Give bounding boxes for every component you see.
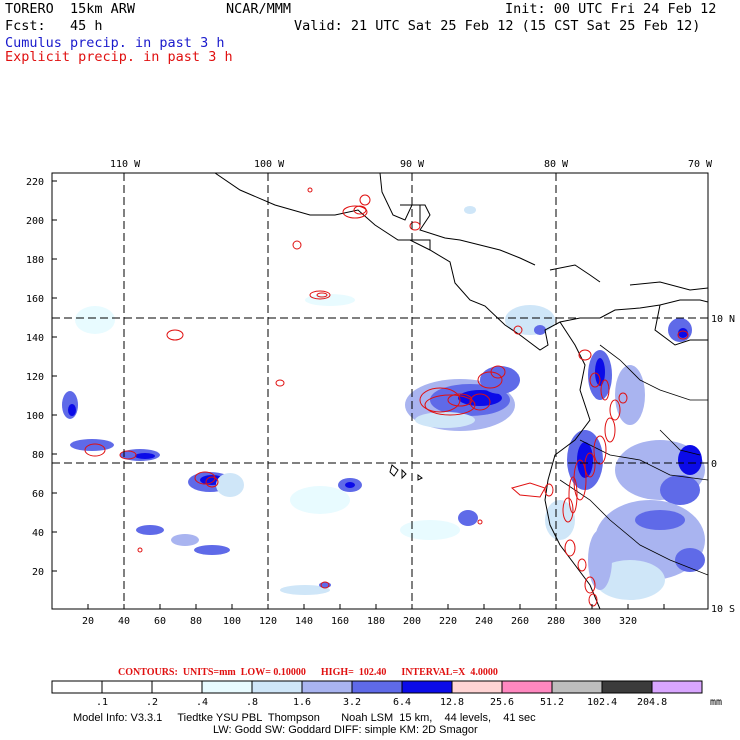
x-tick-label: 60 bbox=[154, 616, 166, 627]
y-tick-label: 180 bbox=[26, 255, 44, 266]
colorbar-label: 6.4 bbox=[393, 697, 412, 708]
colorbar-swatch bbox=[501, 680, 553, 694]
x-tick-label: 80 bbox=[190, 616, 202, 627]
colorbar-label: 102.4 bbox=[587, 697, 618, 708]
init-time: Init: 00 UTC Fri 24 Feb 12 bbox=[505, 1, 717, 17]
x-tick-label: 220 bbox=[439, 616, 457, 627]
y-tick-label: 160 bbox=[26, 294, 44, 305]
colorbar-label: 51.2 bbox=[540, 697, 565, 708]
valid-time: Valid: 21 UTC Sat 25 Feb 12 (15 CST Sat … bbox=[294, 18, 701, 34]
y-tick-label: 220 bbox=[26, 177, 44, 188]
colorbar-label: 204.8 bbox=[637, 697, 668, 708]
colorbar-swatch bbox=[51, 680, 103, 694]
colorbar-label: 25.6 bbox=[490, 697, 515, 708]
x-tick-label: 200 bbox=[403, 616, 421, 627]
lat-label-10n: 10 N bbox=[711, 314, 735, 325]
lon-label-100w: 100 W bbox=[254, 159, 285, 170]
colorbar-swatch bbox=[401, 680, 453, 694]
lon-label-70w: 70 W bbox=[688, 159, 713, 170]
x-tick-marks bbox=[87, 604, 665, 609]
coastlines bbox=[214, 173, 708, 609]
colorbar-swatch bbox=[601, 680, 653, 694]
forecast-hour: Fcst: 45 h bbox=[5, 18, 103, 34]
y-tick-label: 40 bbox=[32, 528, 44, 539]
x-tick-label: 280 bbox=[547, 616, 565, 627]
colorbar-swatch bbox=[201, 680, 253, 694]
x-tick-label: 140 bbox=[295, 616, 313, 627]
x-tick-label: 180 bbox=[367, 616, 385, 627]
x-tick-label: 260 bbox=[511, 616, 529, 627]
colorbar-label: .1 bbox=[96, 697, 109, 708]
colorbar-swatch bbox=[651, 680, 703, 694]
model-info-line2: LW: Godd SW: Goddard DIFF: simple KM: 2D… bbox=[213, 724, 478, 736]
explicit-precip-title: Explicit precip. in past 3 h bbox=[5, 49, 233, 65]
colorbar bbox=[51, 680, 703, 694]
colorbar-swatch bbox=[251, 680, 303, 694]
model-info-line1: Model Info: V3.3.1 Tiedtke YSU PBL Thomp… bbox=[73, 712, 536, 724]
cumulus-precip-areas bbox=[62, 206, 705, 600]
y-tick-label: 140 bbox=[26, 333, 44, 344]
colorbar-label: 12.8 bbox=[440, 697, 465, 708]
y-tick-label: 120 bbox=[26, 372, 44, 383]
colorbar-unit: mm bbox=[710, 697, 723, 708]
colorbar-label: 3.2 bbox=[343, 697, 362, 708]
lon-label-90w: 90 W bbox=[400, 159, 425, 170]
colorbar-label: .8 bbox=[246, 697, 259, 708]
x-tick-label: 100 bbox=[223, 616, 241, 627]
lat-label-10s: 10 S bbox=[711, 604, 735, 615]
lat-lon-grid bbox=[52, 173, 708, 609]
colorbar-swatch bbox=[551, 680, 603, 694]
x-tick-label: 320 bbox=[619, 616, 637, 627]
colorbar-swatch bbox=[351, 680, 403, 694]
x-tick-label: 120 bbox=[259, 616, 277, 627]
y-tick-label: 100 bbox=[26, 411, 44, 422]
colorbar-swatch bbox=[451, 680, 503, 694]
y-tick-label: 20 bbox=[32, 567, 44, 578]
colorbar-swatch bbox=[151, 680, 203, 694]
colorbar-label: .4 bbox=[196, 697, 209, 708]
y-tick-label: 60 bbox=[32, 489, 44, 500]
cumulus-precip-title: Cumulus precip. in past 3 h bbox=[5, 35, 225, 51]
y-tick-label: 200 bbox=[26, 216, 44, 227]
map-frame bbox=[51, 172, 709, 610]
lon-label-80w: 80 W bbox=[544, 159, 569, 170]
x-tick-label: 40 bbox=[118, 616, 130, 627]
x-tick-label: 160 bbox=[331, 616, 349, 627]
x-tick-label: 300 bbox=[583, 616, 601, 627]
x-tick-label: 240 bbox=[475, 616, 493, 627]
organization-label: NCAR/MMM bbox=[226, 1, 292, 17]
colorbar-swatch bbox=[101, 680, 153, 694]
y-tick-label: 80 bbox=[32, 450, 44, 461]
model-title: TORERO 15km ARW bbox=[5, 1, 136, 17]
lat-label-0: 0 bbox=[711, 459, 717, 470]
colorbar-label: 1.6 bbox=[293, 697, 312, 708]
contours-info: CONTOURS: UNITS=mm LOW= 0.10000 HIGH= 10… bbox=[118, 667, 498, 678]
explicit-precip-contours bbox=[84, 187, 689, 607]
y-tick-marks bbox=[52, 180, 57, 572]
colorbar-label: .2 bbox=[146, 697, 159, 708]
lon-label-110w: 110 W bbox=[110, 159, 141, 170]
colorbar-swatch bbox=[301, 680, 353, 694]
x-tick-label: 20 bbox=[82, 616, 94, 627]
